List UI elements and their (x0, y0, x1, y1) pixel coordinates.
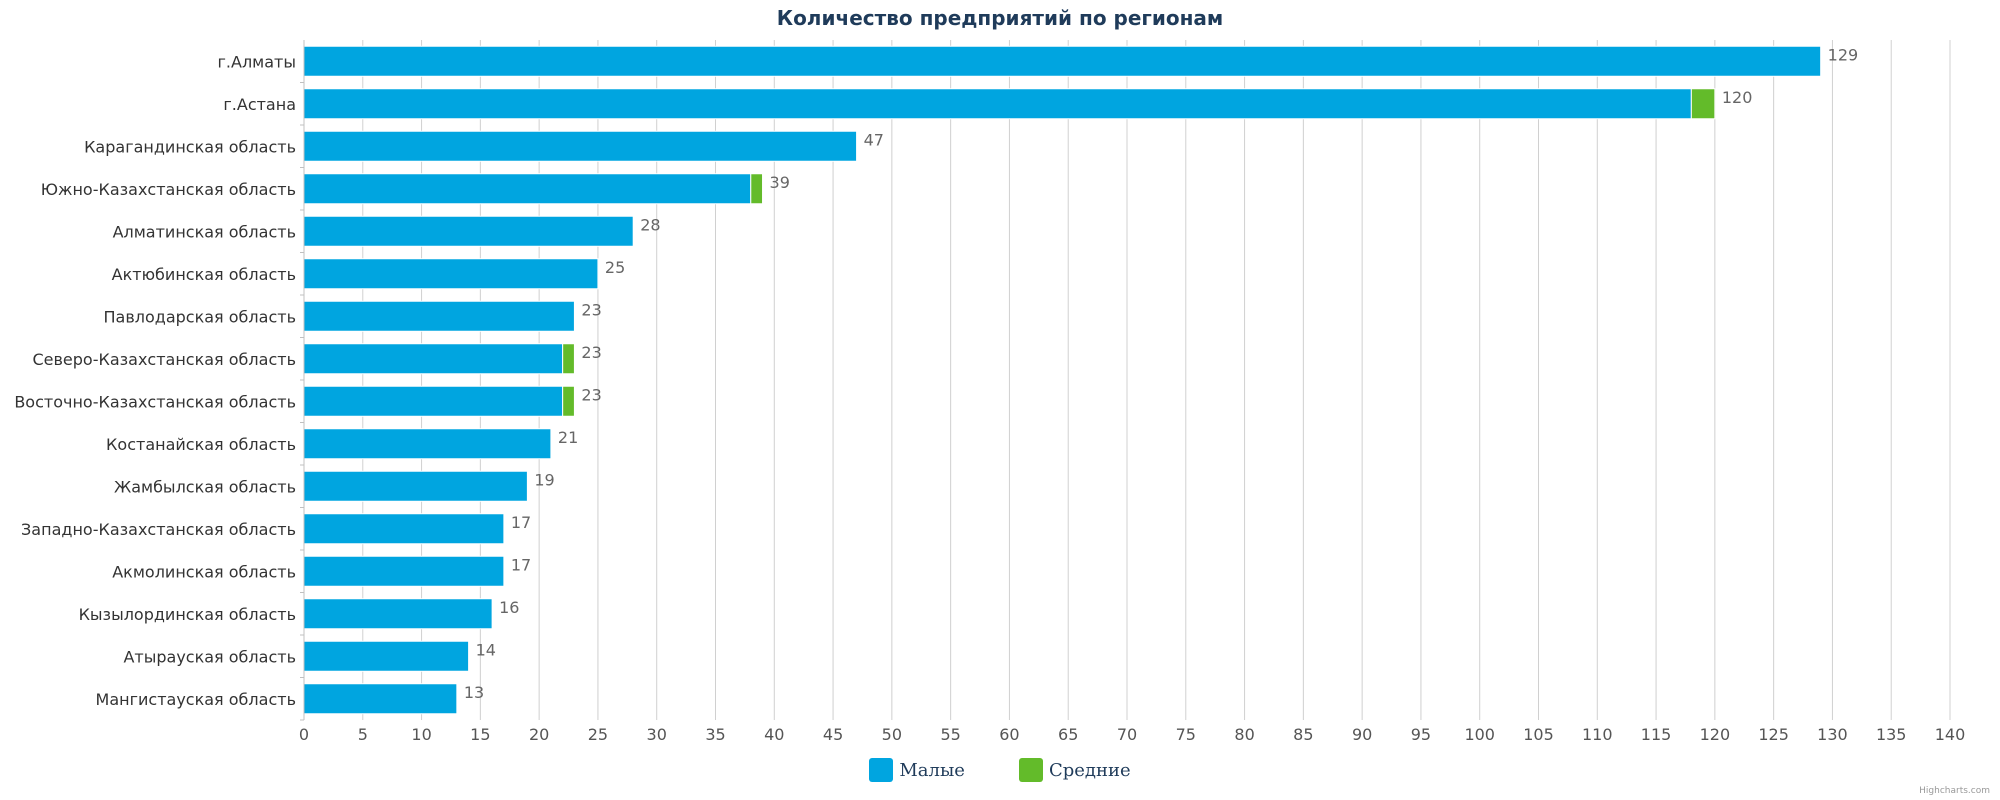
x-tick-label: 20 (529, 725, 549, 744)
legend-item-medium[interactable]: Средние (1018, 758, 1131, 782)
x-tick-label: 25 (588, 725, 608, 744)
category-label: Павлодарская область (103, 307, 296, 326)
x-tick-label: 140 (1935, 725, 1966, 744)
data-label: 120 (1722, 88, 1753, 107)
legend-swatch-small (869, 758, 894, 782)
chart-title: Количество предприятий по регионам (776, 6, 1224, 30)
bar-small[interactable] (303, 640, 470, 672)
data-label: 28 (640, 215, 660, 234)
data-label: 21 (558, 428, 578, 447)
x-tick-label: 45 (823, 725, 843, 744)
data-label: 13 (464, 683, 484, 702)
bar-medium[interactable] (1690, 88, 1716, 120)
category-label: Восточно-Казахстанская область (14, 392, 296, 411)
credits-link[interactable]: Highcharts.com (1919, 786, 1990, 796)
bar-small[interactable] (303, 258, 599, 290)
bar-small[interactable] (303, 555, 505, 587)
x-tick-label: 80 (1234, 725, 1254, 744)
category-label: Жамбылская область (114, 477, 296, 496)
category-label: Северо-Казахстанская область (32, 350, 296, 369)
x-tick-label: 120 (1700, 725, 1731, 744)
data-label: 129 (1828, 45, 1859, 64)
x-tick-label: 100 (1464, 725, 1495, 744)
x-tick-label: 110 (1582, 725, 1613, 744)
data-label: 23 (581, 385, 601, 404)
bar-small[interactable] (303, 598, 493, 630)
bar-small[interactable] (303, 45, 1822, 77)
category-label: Карагандинская область (84, 137, 296, 156)
bar-small[interactable] (303, 343, 564, 375)
category-label: Южно-Казахстанская область (41, 180, 296, 199)
data-label: 14 (476, 640, 496, 659)
bar-small[interactable] (303, 470, 528, 502)
bars (303, 45, 1822, 715)
category-label: Кызылординская область (79, 605, 296, 624)
data-label: 17 (511, 555, 531, 574)
x-tick-label: 5 (358, 725, 368, 744)
category-label: г.Алматы (218, 52, 297, 71)
x-tick-label: 10 (411, 725, 431, 744)
x-tick-label: 50 (882, 725, 902, 744)
x-tick-label: 135 (1876, 725, 1907, 744)
bar-small[interactable] (303, 300, 575, 332)
x-tick-label: 55 (940, 725, 960, 744)
x-tick-label: 60 (999, 725, 1019, 744)
x-tick-label: 15 (470, 725, 490, 744)
x-tick-labels: 0 5 10 15 20 25 30 35 40 45 50 55 60 65 70 75 80 85 90 95 10… (299, 725, 1965, 744)
axes (300, 40, 305, 721)
bar-small[interactable] (303, 683, 458, 715)
x-tick-label: 130 (1817, 725, 1848, 744)
data-label: 39 (770, 173, 790, 192)
category-label: Мангистауская область (96, 690, 296, 709)
data-label: 47 (864, 130, 884, 149)
category-label: Акмолинская область (112, 562, 296, 581)
x-tick-label: 35 (705, 725, 725, 744)
data-label: 25 (605, 258, 625, 277)
data-label: 23 (581, 300, 601, 319)
data-label: 17 (511, 513, 531, 532)
category-label: Костанайская область (106, 435, 296, 454)
x-tick-label: 105 (1523, 725, 1554, 744)
bar-small[interactable] (303, 215, 634, 247)
bar-small[interactable] (303, 385, 564, 417)
legend-item-small[interactable]: Малые (869, 758, 965, 782)
legend: Малые Средние (0, 758, 2000, 782)
x-tick-label: 30 (647, 725, 667, 744)
x-tick-label: 125 (1758, 725, 1789, 744)
bar-small[interactable] (303, 130, 858, 162)
x-tick-label: 85 (1293, 725, 1313, 744)
bar-small[interactable] (303, 88, 1692, 120)
category-label: Атырауская область (123, 647, 296, 666)
x-tick-label: 65 (1058, 725, 1078, 744)
x-tick-label: 70 (1117, 725, 1137, 744)
legend-swatch-medium (1018, 758, 1043, 782)
data-label: 16 (499, 598, 519, 617)
x-tick-label: 75 (1176, 725, 1196, 744)
x-tick-label: 90 (1352, 725, 1372, 744)
data-label: 23 (581, 343, 601, 362)
bar-medium[interactable] (562, 385, 575, 417)
bar-small[interactable] (303, 513, 505, 545)
category-label: Западно-Казахстанская область (21, 520, 296, 539)
x-tick-label: 115 (1641, 725, 1672, 744)
category-label: Алматинская область (113, 222, 296, 241)
legend-label-medium: Средние (1048, 759, 1131, 781)
bar-small[interactable] (303, 173, 752, 205)
bar-medium[interactable] (750, 173, 764, 205)
category-label: г.Астана (223, 95, 296, 114)
legend-label-small: Малые (899, 759, 965, 781)
x-tick-label: 40 (764, 725, 784, 744)
bar-small[interactable] (303, 428, 552, 460)
data-labels: 129 120 47 39 28 25 23 23 23 21 19 17 17 16 14 13 (464, 45, 1858, 702)
category-labels: г.Алматы г.Астана Карагандинская область Юж… (14, 52, 296, 709)
x-tick-label: 95 (1411, 725, 1431, 744)
data-label: 19 (534, 470, 554, 489)
bar-medium[interactable] (562, 343, 575, 375)
category-label: Актюбинская область (112, 265, 296, 284)
x-tick-label: 0 (299, 725, 309, 744)
